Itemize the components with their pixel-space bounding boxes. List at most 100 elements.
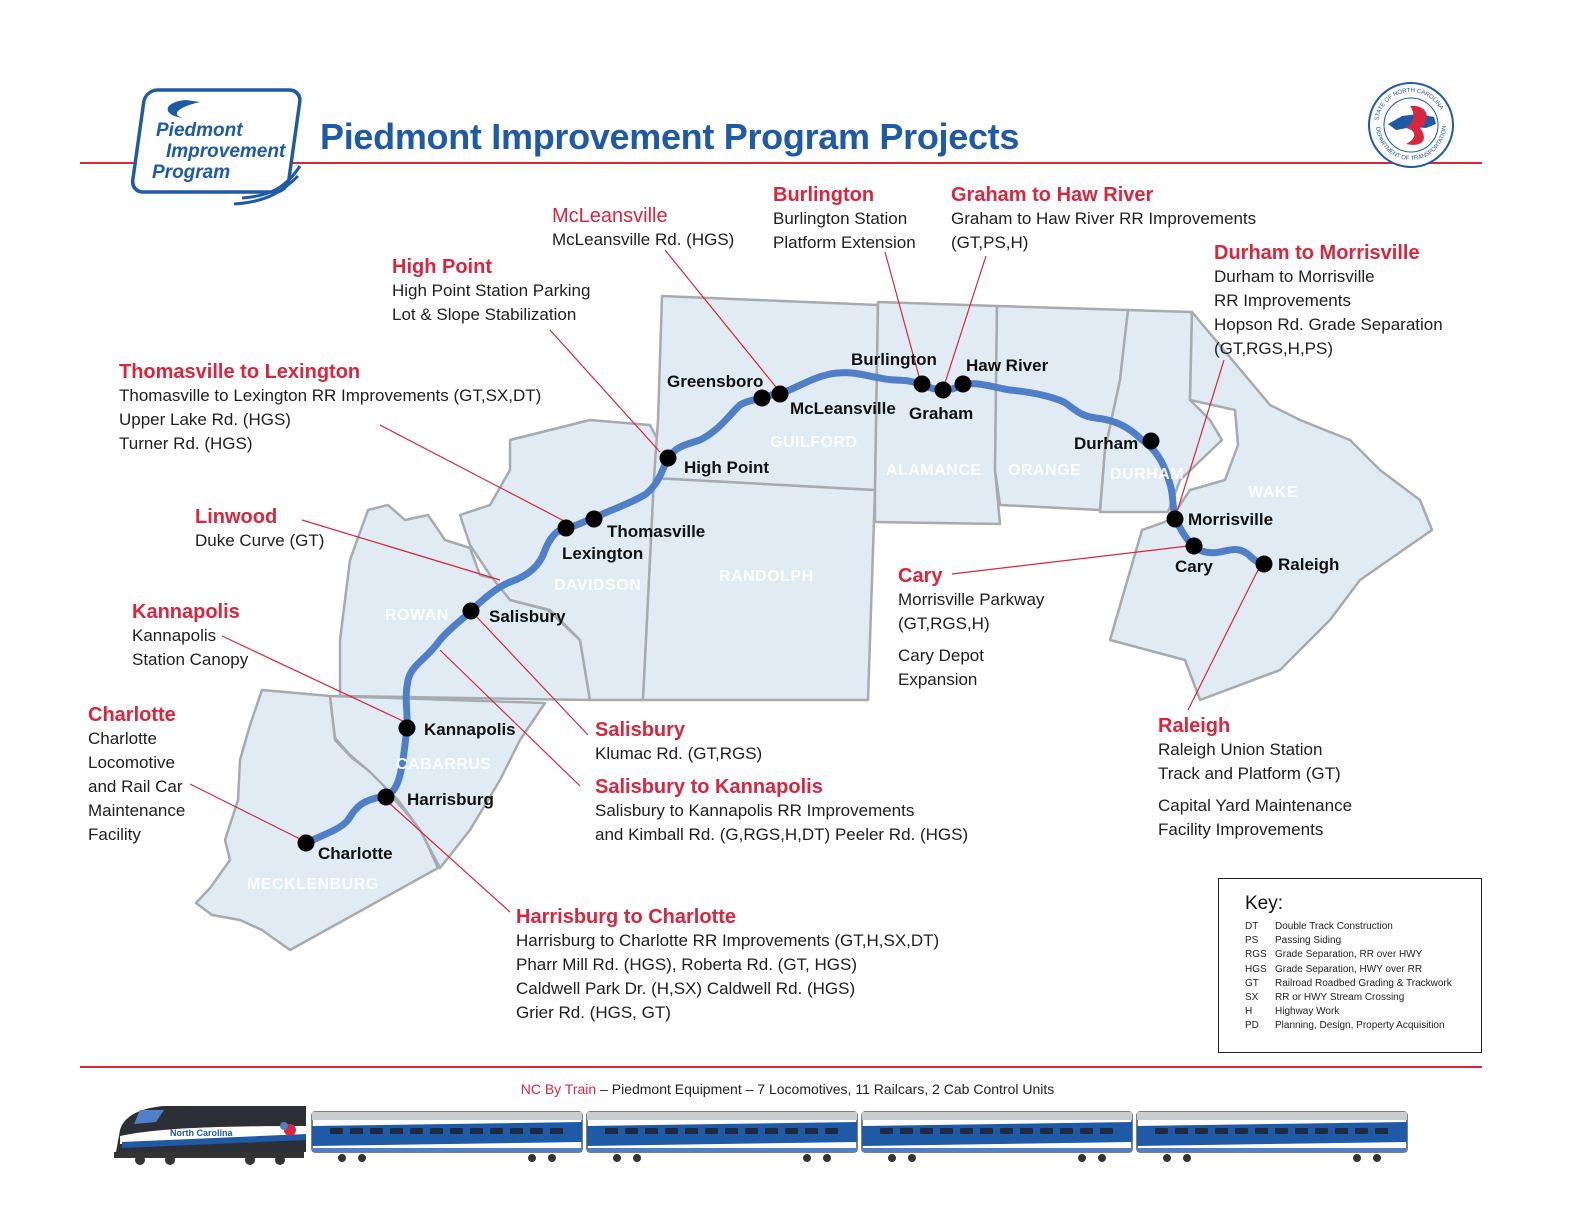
- project-line: Morrisville Parkway: [898, 590, 1045, 609]
- railcar: [861, 1111, 1133, 1162]
- ncdot-seal: STATE OF NORTH CAROLINA DEPARTMENT OF TR…: [1368, 82, 1454, 168]
- project-line: Cary Depot: [898, 646, 984, 665]
- project-line: Grier Rd. (HGS, GT): [516, 1003, 671, 1022]
- station-dot-lexington: [557, 519, 575, 537]
- legend-code: PS: [1245, 935, 1259, 946]
- leader-line: [664, 249, 781, 393]
- legend-row: DT Double Track Construction: [1245, 921, 1393, 932]
- railcar: [586, 1111, 858, 1162]
- leader-line: [951, 545, 1189, 575]
- leader-line: [439, 649, 581, 787]
- project-durham-morrisville: Durham to Morrisville Durham to Morrisvi…: [1214, 241, 1443, 361]
- station-label-mcleansville: McLeansville: [790, 399, 896, 418]
- project-line: Graham to Haw River RR Improvements: [951, 209, 1257, 228]
- station-dot-raleigh: [1255, 555, 1273, 573]
- project-line: Facility Improvements: [1158, 820, 1324, 839]
- legend-desc: RR or HWY Stream Crossing: [1275, 992, 1405, 1003]
- project-line: Lot & Slope Stabilization: [392, 305, 577, 324]
- leader-line: [1176, 359, 1225, 513]
- station-label-harrisburg: Harrisburg: [407, 790, 494, 809]
- project-salisbury: Salisbury Klumac Rd. (GT,RGS): [595, 718, 762, 766]
- leader-line: [387, 801, 511, 913]
- legend-row: RGS Grade Separation, RR over HWY: [1245, 949, 1422, 960]
- project-line: Station Canopy: [132, 650, 249, 669]
- project-heading: Salisbury: [595, 719, 686, 741]
- project-line: Harrisburg to Charlotte RR Improvements …: [516, 931, 940, 950]
- nc-by-train-brand: NC By Train: [520, 1081, 597, 1097]
- station-label-kannapolis: Kannapolis: [424, 720, 516, 739]
- station-label-lexington: Lexington: [562, 544, 644, 563]
- project-line: Kannapolis: [132, 626, 217, 645]
- project-line: and Kimball Rd. (G,RGS,H,DT) Peeler Rd. …: [595, 825, 969, 844]
- station-label-greensboro: Greensboro: [667, 372, 764, 391]
- project-thomasville-lexington: Thomasville to Lexington Thomasville to …: [119, 360, 541, 456]
- project-heading: McLeansville: [552, 205, 668, 227]
- station-label-high-point: High Point: [684, 458, 769, 477]
- station-label-cary: Cary: [1175, 557, 1213, 576]
- project-line: and Rail Car: [88, 777, 183, 796]
- train-illustration: North Carolina: [114, 1106, 1408, 1165]
- station-dot-graham: [934, 381, 952, 399]
- legend-row: SX RR or HWY Stream Crossing: [1245, 992, 1404, 1003]
- legend-code: H: [1245, 1006, 1253, 1017]
- legend-code: PD: [1245, 1020, 1259, 1031]
- project-line: Facility: [88, 825, 141, 844]
- legend-code: SX: [1245, 992, 1259, 1003]
- equipment-text: – Piedmont Equipment – 7 Locomotives, 11…: [596, 1081, 1055, 1097]
- station-dot-mcleansville: [771, 385, 789, 403]
- station-dot-burlington: [913, 375, 931, 393]
- project-line: Turner Rd. (HGS): [119, 434, 253, 453]
- station-label-graham: Graham: [909, 404, 974, 423]
- legend-row: H Highway Work: [1245, 1006, 1339, 1017]
- legend-code: HGS: [1245, 964, 1267, 975]
- project-line: Pharr Mill Rd. (HGS), Roberta Rd. (GT, H…: [516, 955, 858, 974]
- leader-line: [549, 329, 661, 453]
- project-line: Capital Yard Maintenance: [1158, 796, 1353, 815]
- county-label: GUILFORD: [770, 434, 858, 451]
- project-heading: Charlotte: [88, 704, 176, 726]
- project-mcleansville: McLeansville McLeansville Rd. (HGS): [552, 204, 734, 252]
- legend-desc: Planning, Design, Property Acquisition: [1275, 1020, 1445, 1031]
- project-cary: Cary Morrisville Parkway (GT,RGS,H) Cary…: [898, 564, 1044, 692]
- project-line: Klumac Rd. (GT,RGS): [595, 744, 763, 763]
- county-label: DAVIDSON: [554, 577, 642, 594]
- project-line: Caldwell Park Dr. (H,SX) Caldwell Rd. (H…: [516, 979, 856, 998]
- project-heading: Durham to Morrisville: [1214, 242, 1420, 264]
- project-harrisburg-charlotte: Harrisburg to Charlotte Harrisburg to Ch…: [516, 905, 939, 1025]
- legend-title: Key:: [1245, 893, 1284, 914]
- legend-desc: Double Track Construction: [1275, 921, 1393, 932]
- legend-code: RGS: [1245, 949, 1267, 960]
- legend-desc: Grade Separation, HWY over RR: [1275, 964, 1423, 975]
- page-title: Piedmont Improvement Program Projects: [320, 116, 1020, 157]
- station-dot-salisbury: [462, 602, 480, 620]
- project-graham-haw-river: Graham to Haw River Graham to Haw River …: [951, 183, 1256, 255]
- project-heading: Linwood: [195, 506, 278, 528]
- project-line: Durham to Morrisville: [1214, 267, 1375, 286]
- station-label-morrisville: Morrisville: [1188, 510, 1274, 529]
- project-heading: Harrisburg to Charlotte: [516, 906, 737, 928]
- station-label-charlotte: Charlotte: [318, 844, 393, 863]
- project-line: Burlington Station: [773, 209, 908, 228]
- leader-line: [189, 783, 303, 841]
- project-line: Hopson Rd. Grade Separation: [1214, 315, 1443, 334]
- project-heading: Cary: [898, 565, 943, 587]
- legend-key: Key: DT Double Track Construction PS Passi…: [1218, 878, 1482, 1053]
- project-heading: High Point: [392, 256, 492, 278]
- project-line: Charlotte: [88, 729, 157, 748]
- leader-line: [379, 424, 569, 524]
- leader-line: [301, 519, 501, 581]
- project-heading: Burlington: [773, 184, 875, 206]
- leader-line: [884, 251, 921, 381]
- station-label-thomasville: Thomasville: [607, 522, 706, 541]
- project-heading: Graham to Haw River: [951, 184, 1154, 206]
- leader-line: [1187, 569, 1259, 711]
- station-label-durham: Durham: [1074, 434, 1139, 453]
- leader-line: [943, 255, 987, 387]
- project-line: Maintenance: [88, 801, 186, 820]
- project-line: McLeansville Rd. (HGS): [552, 230, 735, 249]
- project-heading: Raleigh: [1158, 715, 1231, 737]
- station-dot-high-point: [659, 449, 677, 467]
- project-line: High Point Station Parking: [392, 281, 591, 300]
- leader-line: [473, 613, 589, 736]
